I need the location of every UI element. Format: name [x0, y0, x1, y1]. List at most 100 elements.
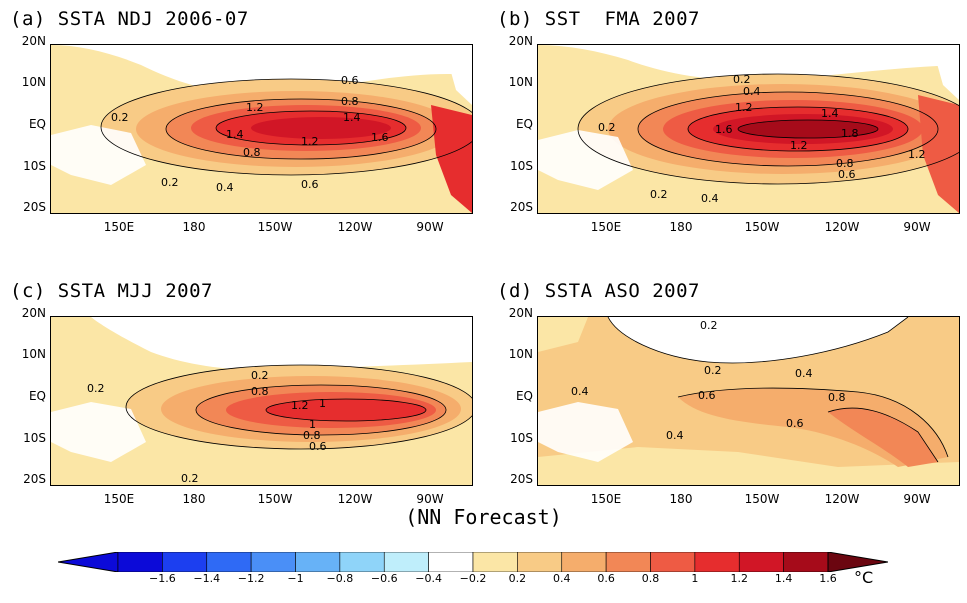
contour-label: 1.2 [246, 101, 264, 114]
colorbar-label: −1.4 [193, 572, 221, 585]
colorbar-swatch [694, 552, 740, 572]
contour-label: 1.2 [301, 135, 319, 148]
lat-label: EQ [515, 117, 533, 131]
colorbar-label: 0.6 [597, 572, 615, 585]
lat-label: 10N [21, 75, 46, 89]
colorbar-label: −0.4 [415, 572, 442, 585]
contour-label: 1.4 [343, 111, 361, 124]
colorbar-swatch [162, 552, 208, 572]
contour-label: 0.8 [251, 385, 269, 398]
panel-title: (c) SSTA MJJ 2007 [10, 280, 213, 302]
colorbar-label: −0.8 [326, 572, 354, 585]
contour-label: 0.6 [838, 168, 856, 181]
colorbar-swatch [650, 552, 696, 572]
contour-label: 1.6 [715, 123, 733, 136]
contour-label: 0.8 [828, 391, 846, 404]
colorbar-swatch [517, 552, 563, 572]
contour-label: 1 [319, 397, 326, 410]
colorbar-label: 0.2 [508, 572, 527, 585]
contour-label: 0.6 [301, 178, 319, 191]
colorbar-swatch [738, 552, 784, 572]
ssta-map: 0.6 1.2 0.8 1.4 1.4 1.2 1.6 0.8 0.2 0.2 … [51, 45, 472, 213]
lat-label: 10S [23, 431, 46, 445]
panel-b: (b) SST FMA 2007 0.2 0.4 1 [487, 8, 960, 234]
lon-label: 180 [669, 220, 693, 234]
colorbar-unit: °C [854, 568, 874, 587]
lon-label: 150E [103, 492, 135, 506]
colorbar-label: −1 [287, 572, 304, 585]
contour-label: 0.8 [341, 95, 359, 108]
colorbar-swatch [339, 552, 385, 572]
map-panel-a: 0.6 1.2 0.8 1.4 1.4 1.2 1.6 0.8 0.2 0.2 … [50, 44, 473, 214]
lat-label: 20N [508, 34, 533, 48]
colorbar-label: −0.6 [370, 572, 398, 585]
lat-label: 10N [508, 347, 533, 361]
contour-label: 1.2 [908, 148, 926, 161]
lon-label: 180 [182, 220, 206, 234]
contour-label: 0.4 [743, 85, 761, 98]
lon-label: 120W [824, 220, 860, 234]
map-panel-c: 0.2 0.8 1.2 1 1 0.8 0.6 0.2 0.2 [50, 316, 473, 486]
figure-subtitle: (NN Forecast) [405, 505, 562, 529]
contour-label: 0.4 [795, 367, 813, 380]
contour-label: 0.4 [216, 181, 234, 194]
panel-a: (a) SSTA NDJ 2006-07 0.6 1.2 0.8 1. [0, 8, 473, 234]
lon-label: 180 [182, 492, 206, 506]
lon-label: 150E [590, 220, 622, 234]
contour-label: 0.4 [701, 192, 719, 205]
lat-label: 20N [21, 306, 46, 320]
panel-c: (c) SSTA MJJ 2007 0.2 0.8 1.2 1 1 0.8 [0, 280, 473, 506]
colorbar-swatch [295, 552, 341, 572]
contour-label: 0.6 [309, 440, 327, 453]
contour-label: 1.6 [371, 131, 389, 144]
colorbar-swatch [383, 552, 429, 572]
lon-label: 120W [337, 220, 373, 234]
colorbar-label: 0.8 [641, 572, 660, 585]
lat-label: 20N [21, 34, 46, 48]
lon-label: 150W [744, 492, 780, 506]
contour-label: 1 [309, 418, 316, 431]
sst-map: 0.2 0.4 1.2 1.4 1.6 1.2 1.8 1.2 0.8 0.6 … [538, 45, 959, 213]
lon-label: 150W [257, 492, 293, 506]
contour-label: 0.2 [700, 319, 718, 332]
lon-label: 150E [590, 492, 622, 506]
contour-label: 0.2 [251, 369, 269, 382]
contour-label: 0.2 [733, 73, 751, 86]
lon-label: 120W [337, 492, 373, 506]
lat-label: 20N [508, 306, 533, 320]
lon-label: 150W [744, 220, 780, 234]
colorbar [58, 552, 888, 572]
colorbar-swatch [206, 552, 252, 572]
lat-label: 10S [23, 159, 46, 173]
contour-label: 1.2 [735, 101, 753, 114]
colorbar-swatch [250, 552, 296, 572]
contour-label: 0.2 [181, 472, 199, 485]
contour-label: 1.2 [291, 399, 309, 412]
colorbar-label: 0.4 [553, 572, 571, 585]
ssta-map: 0.2 0.2 0.4 0.4 0.6 0.8 0.4 0.6 [538, 317, 959, 485]
colorbar-label: 1.2 [730, 572, 749, 585]
colorbar-label: 1 [691, 572, 699, 585]
lat-label: EQ [28, 117, 46, 131]
colorbar-swatch [117, 552, 163, 572]
lat-label: 20S [510, 200, 533, 214]
contour-label: 0.4 [666, 429, 684, 442]
contour-label: 1.2 [790, 139, 808, 152]
colorbar-swatch [561, 552, 607, 572]
contour-label: 0.4 [571, 385, 589, 398]
lon-label: 90W [903, 492, 931, 506]
contour-label: 0.6 [698, 389, 716, 402]
panel-title: (b) SST FMA 2007 [497, 8, 700, 30]
contour-label: 0.2 [111, 111, 129, 124]
colorbar-arrow-right [827, 552, 888, 572]
colorbar-label: −1.6 [149, 572, 176, 585]
contour-label: 1.4 [821, 107, 839, 120]
lon-label: 180 [669, 492, 693, 506]
colorbar-swatch [605, 552, 651, 572]
lat-label: EQ [28, 389, 46, 403]
lat-label: 10N [21, 347, 46, 361]
contour-label: 0.2 [161, 176, 179, 189]
lon-label: 90W [416, 220, 444, 234]
lat-label: 10S [510, 159, 533, 173]
contour-label: 0.2 [650, 188, 668, 201]
